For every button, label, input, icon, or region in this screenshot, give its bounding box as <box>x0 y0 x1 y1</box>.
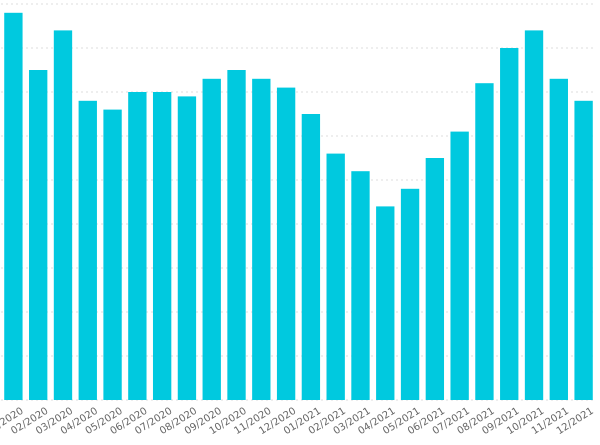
bar <box>276 87 296 400</box>
bar <box>227 70 246 400</box>
bar <box>128 92 147 400</box>
bar <box>78 100 97 401</box>
bar <box>500 48 519 400</box>
bar <box>301 114 321 400</box>
bar <box>29 70 48 400</box>
bar <box>425 158 445 400</box>
bar <box>103 109 122 400</box>
bar <box>549 78 568 401</box>
bar <box>376 206 395 400</box>
bar <box>202 78 221 401</box>
bar <box>475 83 494 400</box>
bar <box>524 30 544 401</box>
bar <box>252 78 271 401</box>
bar <box>450 131 469 400</box>
bar <box>53 30 73 401</box>
bar <box>177 96 197 401</box>
bar <box>574 100 593 401</box>
bar <box>152 92 172 400</box>
bar <box>351 171 370 400</box>
bar <box>326 153 345 400</box>
bar <box>400 188 420 400</box>
bar <box>4 12 23 401</box>
